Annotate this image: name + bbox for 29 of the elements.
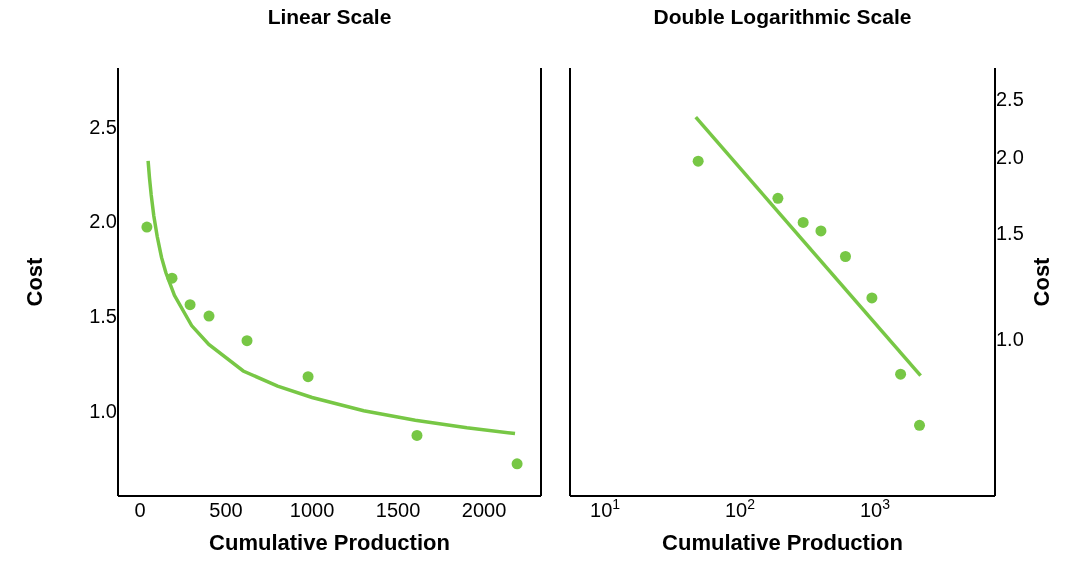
x-tick-label: 10$^{1}$ <box>590 495 621 521</box>
x-axis-title: Cumulative Production <box>662 529 903 555</box>
y-tick-label: 1.0 <box>996 328 1024 351</box>
x-tick-label: 1000 <box>289 499 335 521</box>
x-tick-label: 500 <box>209 499 243 521</box>
point <box>511 458 523 470</box>
y-tick-label: 2.5 <box>89 115 117 138</box>
y-tick-label: 2.0 <box>996 146 1024 169</box>
point <box>203 310 215 322</box>
y-axis-title: Cost <box>1028 256 1054 307</box>
x-tick-label: 1500 <box>375 499 421 521</box>
y-tick-label: 2.0 <box>89 210 117 233</box>
y-tick-label: 1.0 <box>89 399 117 422</box>
y-axis-title: Cost <box>21 256 47 307</box>
y-tick-label: 1.5 <box>996 221 1024 244</box>
chart-title: Linear Scale <box>267 4 392 28</box>
x-tick-label: 10$^{3}$ <box>859 495 891 521</box>
y-tick-label: 2.5 <box>996 87 1024 110</box>
x-axis-title: Cumulative Production <box>209 529 450 555</box>
chart-title: Double Logarithmic Scale <box>653 4 912 28</box>
x-tick-label: 2000 <box>461 499 507 521</box>
x-tick-label: 0 <box>134 499 146 521</box>
point <box>302 371 314 383</box>
x-tick-label: 10$^{2}$ <box>724 495 756 521</box>
y-tick-label: 1.5 <box>89 305 117 328</box>
point <box>184 299 196 311</box>
point <box>141 221 153 233</box>
point <box>241 335 253 347</box>
point <box>411 429 423 441</box>
